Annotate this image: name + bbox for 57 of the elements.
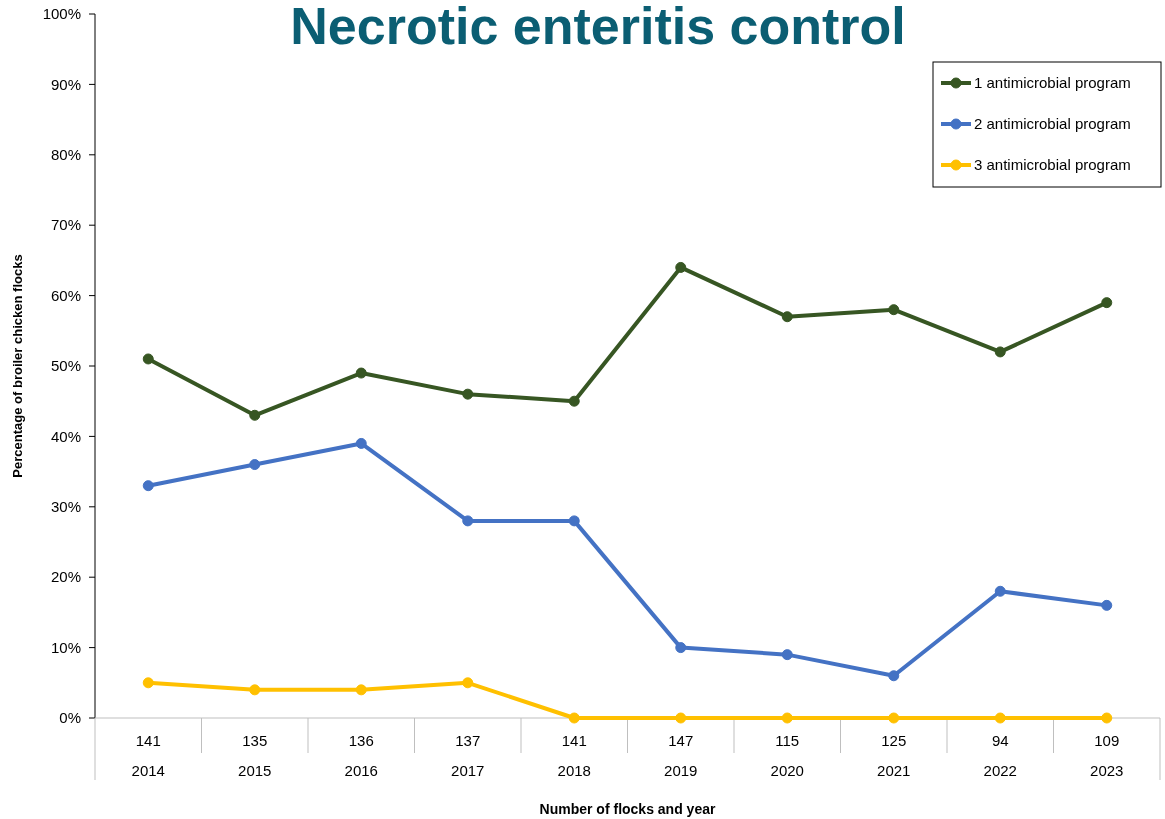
y-tick-label: 0% xyxy=(59,709,81,727)
x-tick-label: 136 2016 xyxy=(344,732,378,779)
point xyxy=(142,353,154,365)
point xyxy=(142,677,154,689)
point xyxy=(781,712,793,724)
legend-label: 1 antimicrobial program xyxy=(974,74,1131,92)
y-tick-label: 50% xyxy=(50,357,81,375)
x-axis-title: Number of flocks and year xyxy=(539,801,716,817)
point xyxy=(142,480,154,492)
x-tick-label: 141 2014 xyxy=(131,732,165,779)
x-tick-label: 135 2015 xyxy=(238,732,272,779)
x-tick-label: 125 2021 xyxy=(877,732,911,779)
x-tick-label: 109 2023 xyxy=(1090,732,1124,779)
x-tick-label: 141 2018 xyxy=(557,732,591,779)
point xyxy=(1101,712,1113,724)
x-tick-label: 147 2019 xyxy=(664,732,698,779)
y-tick-label: 20% xyxy=(50,568,81,586)
point xyxy=(994,585,1006,597)
y-axis-title: Percentage of broiler chicken flocks xyxy=(10,254,25,478)
legend-label: 2 antimicrobial program xyxy=(974,115,1131,133)
point xyxy=(462,677,474,689)
point xyxy=(888,712,900,724)
x-tick-label: 137 2017 xyxy=(451,732,485,779)
point xyxy=(249,459,261,471)
point xyxy=(355,367,367,379)
point xyxy=(675,261,687,273)
point xyxy=(249,409,261,421)
point xyxy=(994,712,1006,724)
y-tick-label: 10% xyxy=(50,638,81,656)
point xyxy=(355,684,367,696)
legend-label: 3 antimicrobial program xyxy=(974,156,1131,174)
point xyxy=(568,515,580,527)
point xyxy=(1101,297,1113,309)
point xyxy=(675,712,687,724)
y-tick-label: 70% xyxy=(50,216,81,234)
point xyxy=(675,642,687,654)
x-tick-label: 94 2022 xyxy=(983,732,1017,779)
point xyxy=(781,311,793,323)
y-tick-label: 90% xyxy=(50,75,81,93)
point xyxy=(781,649,793,661)
point xyxy=(568,712,580,724)
point xyxy=(994,346,1006,358)
chart-title: Necrotic enteritis control xyxy=(290,0,906,55)
y-tick-label: 100% xyxy=(42,5,81,23)
y-tick-label: 80% xyxy=(50,146,81,164)
point xyxy=(462,388,474,400)
y-tick-label: 40% xyxy=(50,427,81,445)
point xyxy=(1101,599,1113,611)
point xyxy=(355,437,367,449)
point xyxy=(888,670,900,682)
point xyxy=(249,684,261,696)
point xyxy=(888,304,900,316)
y-tick-label: 60% xyxy=(50,286,81,304)
point xyxy=(568,395,580,407)
y-tick-label: 30% xyxy=(50,498,81,516)
x-tick-label: 115 2020 xyxy=(770,732,804,779)
point xyxy=(462,515,474,527)
